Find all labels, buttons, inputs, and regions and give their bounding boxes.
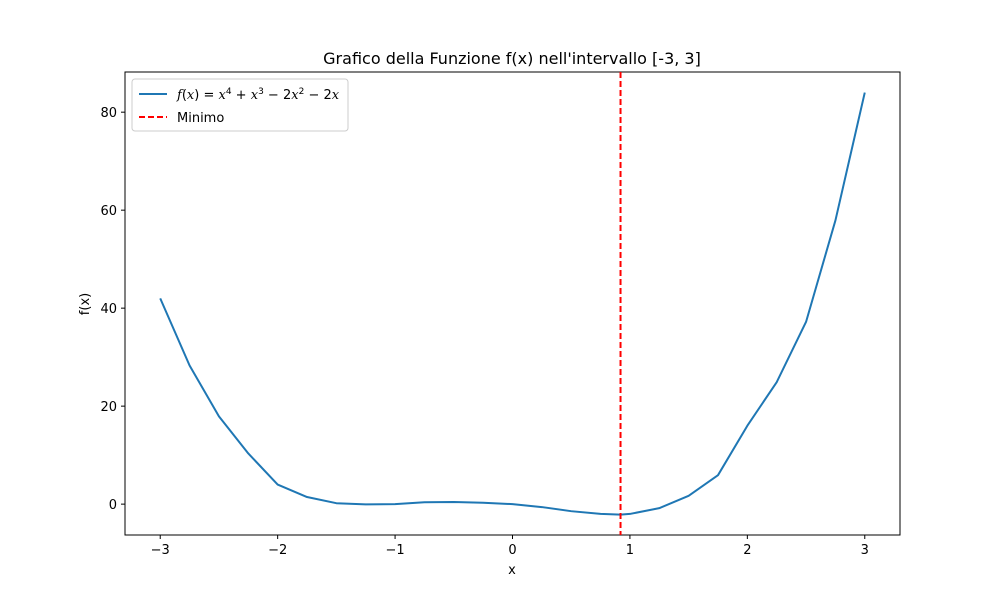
series-function-line [159, 92, 866, 516]
y-tick-label: 40 [100, 302, 117, 317]
y-tick-label: 20 [100, 400, 117, 415]
legend-label-minimo: Minimo [177, 111, 224, 126]
y-axis-ticks: 0 20 40 60 80 [100, 106, 125, 513]
x-tick-label: 3 [861, 543, 869, 558]
x-tick-label: 2 [743, 543, 751, 558]
x-tick-label: −1 [385, 543, 404, 558]
legend-label-function: f(x) = x4 + x3 − 2x2 − 2x [176, 87, 340, 103]
legend: f(x) = x4 + x3 − 2x2 − 2x Minimo [131, 78, 349, 132]
x-tick-label: −3 [151, 543, 170, 558]
y-tick-label: 0 [109, 498, 117, 513]
x-tick-label: −2 [268, 543, 287, 558]
y-axis-label: f(x) [78, 293, 93, 315]
x-tick-label: 1 [626, 543, 634, 558]
x-tick-label: 0 [508, 543, 516, 558]
y-tick-label: 60 [100, 204, 117, 219]
legend-box [131, 78, 349, 132]
x-axis-label: x [508, 563, 516, 578]
chart-title: Grafico della Funzione f(x) nell'interva… [323, 49, 701, 68]
y-tick-label: 80 [100, 106, 117, 121]
x-axis-ticks: −3 −2 −1 0 1 2 3 [151, 535, 869, 558]
series-layer [159, 72, 866, 535]
